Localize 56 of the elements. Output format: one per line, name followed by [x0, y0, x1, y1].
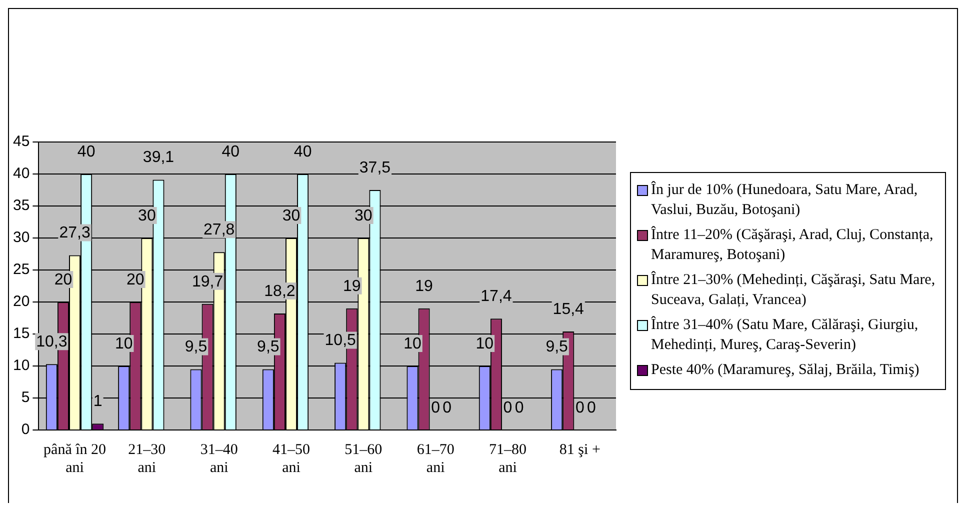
data-label: 19 — [342, 278, 361, 295]
data-label: 40 — [294, 143, 312, 160]
x-tick-label: 61–70 ani — [416, 442, 454, 476]
data-label: 10,3 — [36, 333, 68, 350]
data-label: 40 — [77, 143, 96, 160]
x-tick-label: 31–40 ani — [200, 442, 238, 476]
data-label: 0 — [587, 399, 596, 416]
x-tick-label: 51–60 ani — [344, 442, 382, 476]
data-label: 20 — [54, 271, 72, 288]
y-tick-label: 20 — [12, 293, 30, 310]
y-tick-label: 15 — [12, 325, 30, 342]
y-tick-label: 40 — [12, 165, 30, 182]
data-label: 20 — [126, 271, 144, 288]
data-label: 10 — [476, 335, 494, 352]
x-tick-label: 41–50 ani — [272, 442, 310, 476]
y-tick-label: 30 — [12, 229, 30, 246]
data-label: 27,8 — [204, 221, 235, 238]
x-tick-label: 71–80 ani — [489, 442, 527, 476]
legend-label: Peste 40% (Maramureş, Sălaj, Brăila, Timiş) — [651, 361, 920, 380]
data-label: 30 — [138, 207, 156, 224]
y-tick-label: 5 — [21, 389, 30, 406]
data-label: 19 — [415, 278, 434, 295]
legend-label: Între 31–40% (Satu Mare, Călăraşi, Giurgiu, Mehedinți, Mureş, Caraş-Severin) — [651, 315, 920, 355]
data-label: 0 — [442, 399, 452, 416]
data-label: 0 — [514, 399, 524, 416]
data-label: 19,7 — [192, 273, 224, 290]
data-label: 40 — [222, 143, 240, 160]
y-tick-label: 45 — [12, 133, 30, 150]
data-label: 18,2 — [264, 282, 296, 300]
data-label: 39,1 — [142, 149, 174, 166]
y-tick-label: 10 — [12, 357, 30, 374]
data-label: 15,4 — [552, 300, 584, 318]
x-tick-label: 21–30 ani — [128, 442, 166, 476]
data-label: 10 — [114, 335, 133, 352]
data-label: 17,4 — [480, 288, 512, 306]
data-label: 9,5 — [184, 338, 208, 356]
data-label: 0 — [431, 399, 440, 416]
data-label: 10,5 — [324, 332, 356, 350]
data-label: 30 — [354, 207, 372, 224]
x-tick-label: 81 şi + — [559, 442, 600, 458]
data-label: 37,5 — [359, 159, 391, 176]
data-label: 1 — [93, 393, 102, 410]
data-label: 9,5 — [546, 338, 568, 356]
y-tick-label: 35 — [12, 197, 30, 214]
legend-label: Între 11–20% (Căşăraşi, Arad, Cluj, Constanța, Maramureş, Botoşani) — [651, 225, 934, 265]
data-label: 9,5 — [257, 338, 280, 356]
y-tick-label: 25 — [12, 261, 30, 278]
legend-label: În jur de 10% (Hunedoara, Satu Mare, Arad, Vaslui, Buzău, Botoşani) — [651, 180, 919, 220]
y-tick-label: 0 — [21, 421, 30, 438]
data-label: 10 — [404, 335, 422, 352]
data-label: 0 — [503, 399, 512, 416]
data-label: 27,3 — [59, 224, 90, 242]
x-tick-label: până în 20 ani — [44, 442, 106, 476]
data-label: 30 — [282, 207, 300, 224]
legend-label: Între 21–30% (Mehedinți, Căşăraşi, Satu Mare, Suceava, Galați, Vrancea) — [651, 270, 936, 310]
data-label: 0 — [575, 399, 584, 416]
